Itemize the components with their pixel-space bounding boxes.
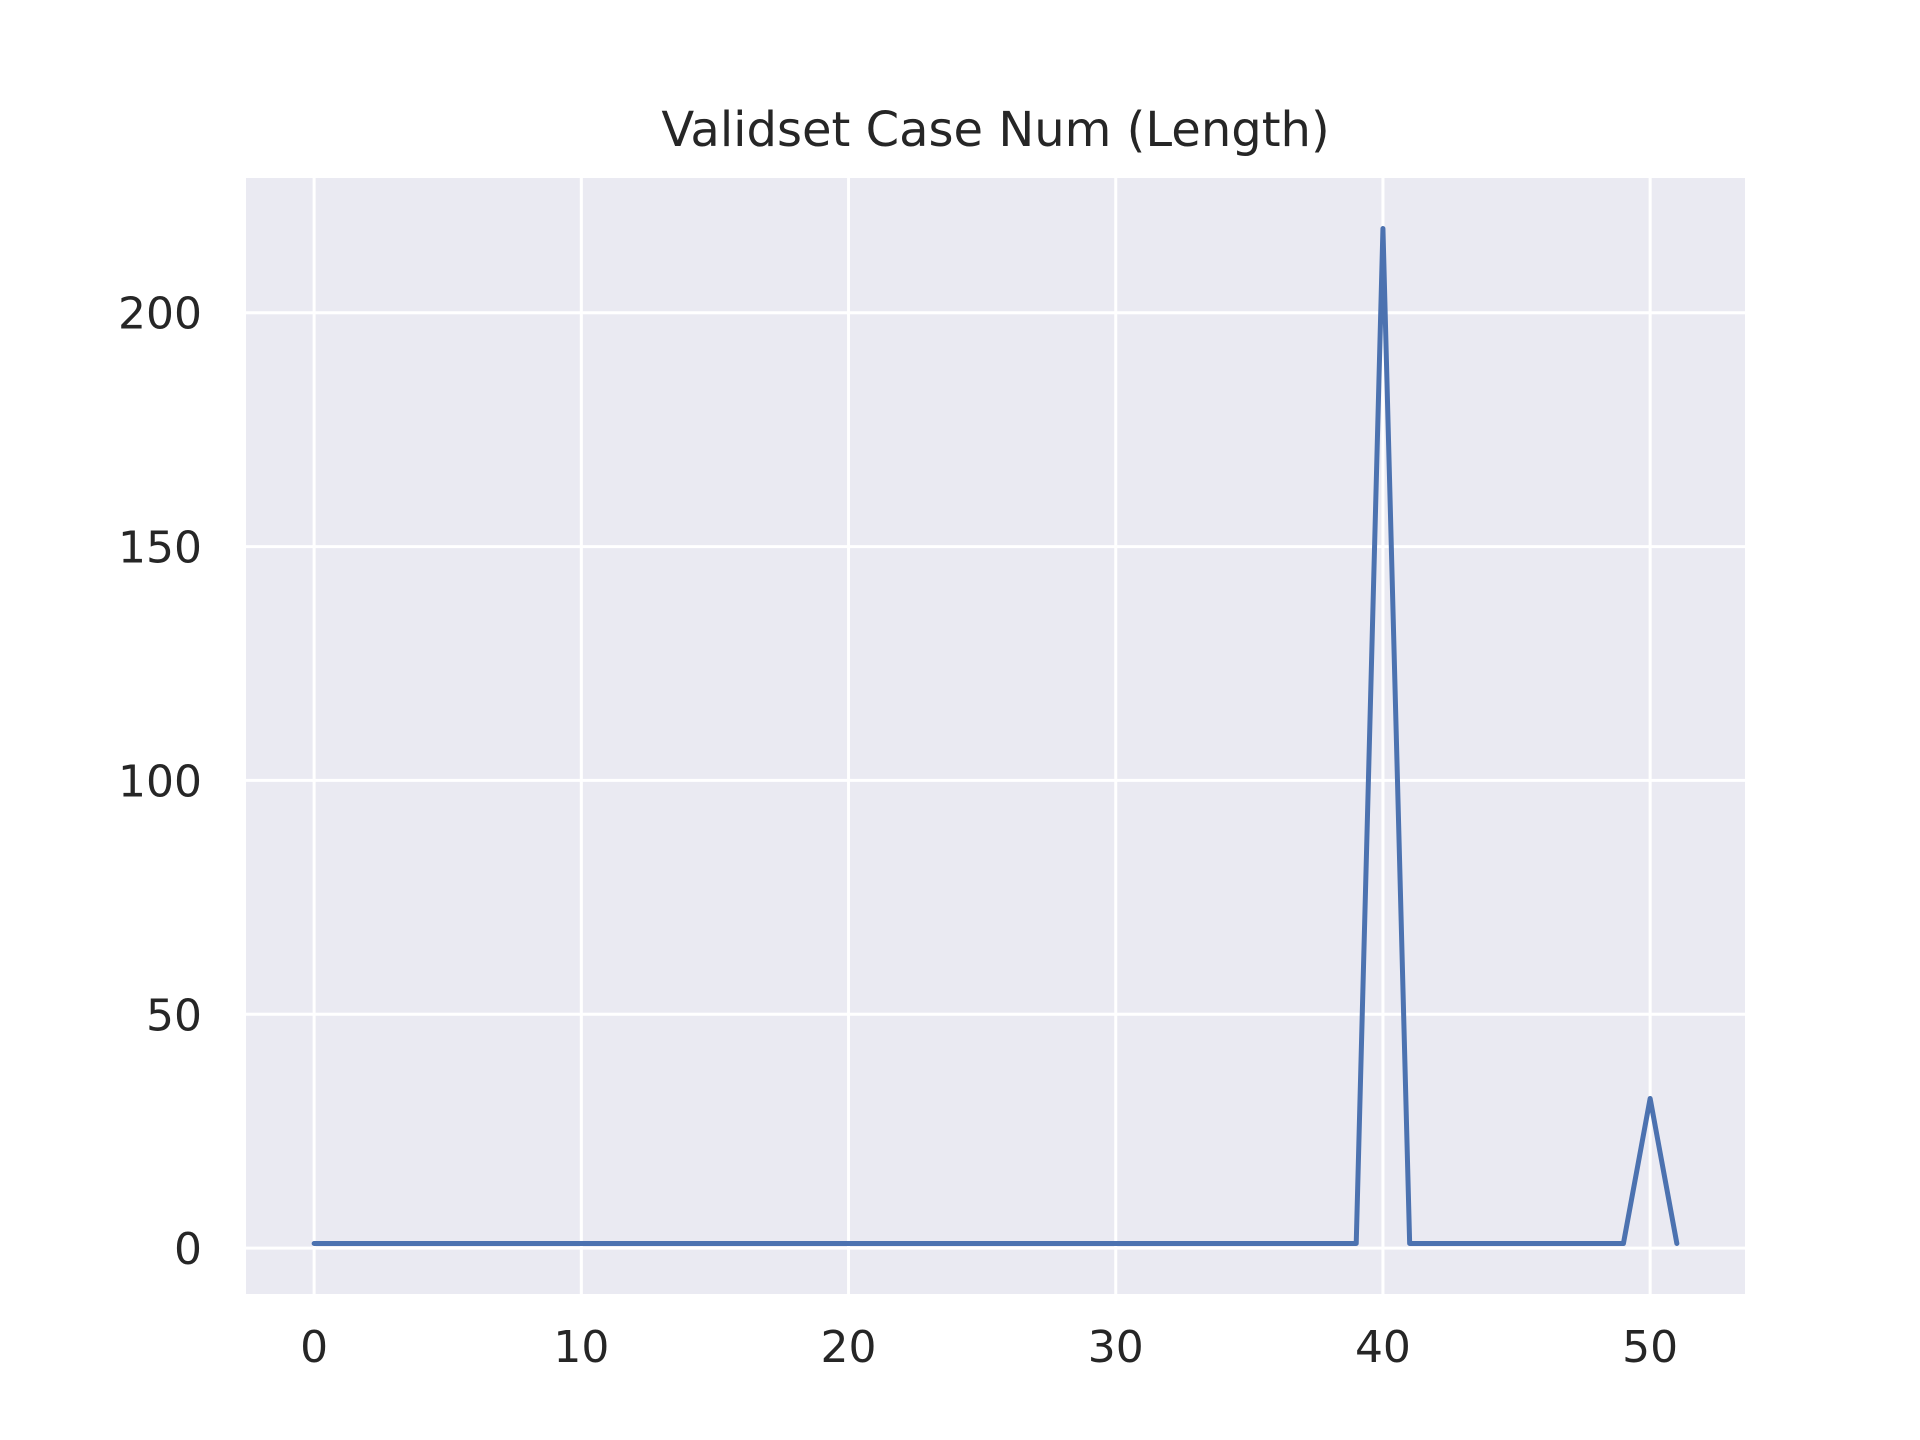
x-tick-label: 0 — [300, 1322, 328, 1373]
y-tick-label: 0 — [174, 1224, 202, 1275]
y-tick-label: 200 — [118, 289, 202, 340]
grid-lines — [246, 178, 1745, 1294]
plot-area — [246, 178, 1745, 1294]
x-tick-label: 30 — [1088, 1322, 1144, 1373]
y-axis-ticks: 0 50 100 150 200 — [118, 289, 202, 1275]
y-tick-label: 150 — [118, 523, 202, 574]
x-axis-ticks: 0 10 20 30 40 50 — [300, 1322, 1678, 1373]
y-tick-label: 50 — [146, 990, 202, 1041]
y-tick-label: 100 — [118, 756, 202, 807]
series-line-0 — [311, 226, 1680, 1246]
series-layer — [311, 226, 1680, 1246]
x-tick-label: 40 — [1355, 1322, 1411, 1373]
chart-title: Validset Case Num (Length) — [661, 102, 1329, 158]
x-tick-label: 50 — [1622, 1322, 1678, 1373]
x-tick-label: 20 — [821, 1322, 877, 1373]
x-tick-label: 10 — [553, 1322, 609, 1373]
